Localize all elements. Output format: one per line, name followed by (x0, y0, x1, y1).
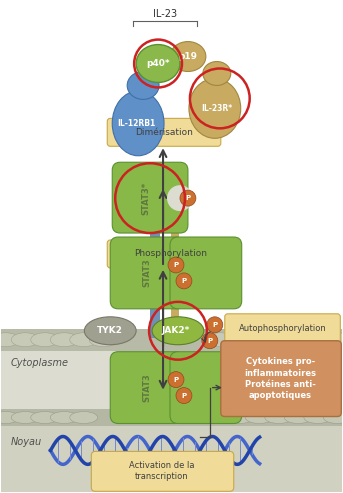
Circle shape (168, 257, 184, 273)
Ellipse shape (245, 333, 273, 347)
Text: Cytokines pro-
inflammatoires
Protéines anti-
apoptotiques: Cytokines pro- inflammatoires Protéines … (245, 357, 317, 400)
Ellipse shape (31, 412, 59, 423)
Ellipse shape (112, 91, 164, 156)
Ellipse shape (136, 44, 180, 82)
Circle shape (202, 333, 218, 349)
Text: P: P (185, 195, 190, 201)
Ellipse shape (226, 412, 254, 423)
Bar (1, 329, 342, 351)
Ellipse shape (226, 333, 254, 347)
Ellipse shape (50, 412, 78, 423)
Bar (171, 218, 179, 338)
Ellipse shape (89, 333, 117, 347)
Text: STAT3*: STAT3* (142, 181, 151, 215)
Text: P: P (212, 322, 217, 328)
Ellipse shape (323, 412, 343, 423)
Ellipse shape (323, 333, 343, 347)
Ellipse shape (284, 333, 312, 347)
Text: P: P (174, 377, 179, 383)
Text: Activation de la
transcription: Activation de la transcription (129, 461, 195, 482)
FancyBboxPatch shape (225, 314, 340, 344)
Ellipse shape (152, 317, 204, 345)
Circle shape (167, 185, 193, 211)
Bar (1, 335, 342, 493)
FancyBboxPatch shape (112, 162, 188, 233)
Ellipse shape (70, 333, 98, 347)
FancyBboxPatch shape (91, 452, 234, 492)
FancyBboxPatch shape (170, 352, 242, 423)
Text: Dimérisation: Dimérisation (135, 128, 193, 137)
Text: P: P (174, 262, 179, 268)
Ellipse shape (187, 412, 215, 423)
Ellipse shape (245, 412, 273, 423)
Text: JAK2*: JAK2* (162, 326, 190, 335)
FancyBboxPatch shape (221, 341, 341, 417)
Circle shape (207, 317, 223, 333)
Ellipse shape (189, 78, 241, 139)
Text: TYK2: TYK2 (97, 326, 123, 335)
Circle shape (176, 387, 192, 404)
Ellipse shape (31, 333, 59, 347)
Ellipse shape (206, 333, 234, 347)
Text: STAT3: STAT3 (143, 373, 152, 402)
Ellipse shape (50, 333, 78, 347)
Ellipse shape (0, 412, 20, 423)
Text: P: P (207, 338, 212, 344)
FancyBboxPatch shape (107, 118, 221, 146)
FancyBboxPatch shape (110, 237, 184, 309)
FancyBboxPatch shape (170, 237, 242, 309)
Ellipse shape (11, 412, 39, 423)
Text: IL-12RB1: IL-12RB1 (117, 119, 155, 128)
Ellipse shape (284, 412, 312, 423)
Bar (150, 198, 160, 338)
Ellipse shape (170, 41, 206, 71)
Ellipse shape (265, 333, 293, 347)
Text: IL-23R*: IL-23R* (201, 104, 232, 113)
FancyBboxPatch shape (107, 240, 235, 268)
Ellipse shape (203, 62, 231, 85)
Ellipse shape (304, 333, 332, 347)
Text: STAT3: STAT3 (143, 258, 152, 287)
Text: P: P (181, 278, 187, 284)
Text: P: P (181, 392, 187, 398)
Circle shape (176, 273, 192, 289)
FancyBboxPatch shape (110, 352, 184, 423)
Ellipse shape (127, 71, 159, 100)
Ellipse shape (11, 333, 39, 347)
Text: p40*: p40* (146, 59, 170, 68)
Text: Phosphorylation: Phosphorylation (134, 249, 208, 258)
Ellipse shape (206, 412, 234, 423)
Ellipse shape (70, 412, 98, 423)
Circle shape (168, 372, 184, 387)
Ellipse shape (265, 412, 293, 423)
Text: Noyau: Noyau (11, 437, 42, 448)
Text: Autophosphorylation: Autophosphorylation (239, 324, 327, 333)
Text: p19: p19 (178, 52, 198, 61)
Text: IL-23: IL-23 (153, 9, 177, 19)
Ellipse shape (304, 412, 332, 423)
Ellipse shape (0, 333, 20, 347)
Ellipse shape (84, 317, 136, 345)
Bar (1, 418, 342, 493)
Bar (1, 0, 342, 338)
Circle shape (180, 190, 196, 206)
Bar (1, 409, 342, 426)
Text: Cytoplasme: Cytoplasme (11, 358, 69, 368)
